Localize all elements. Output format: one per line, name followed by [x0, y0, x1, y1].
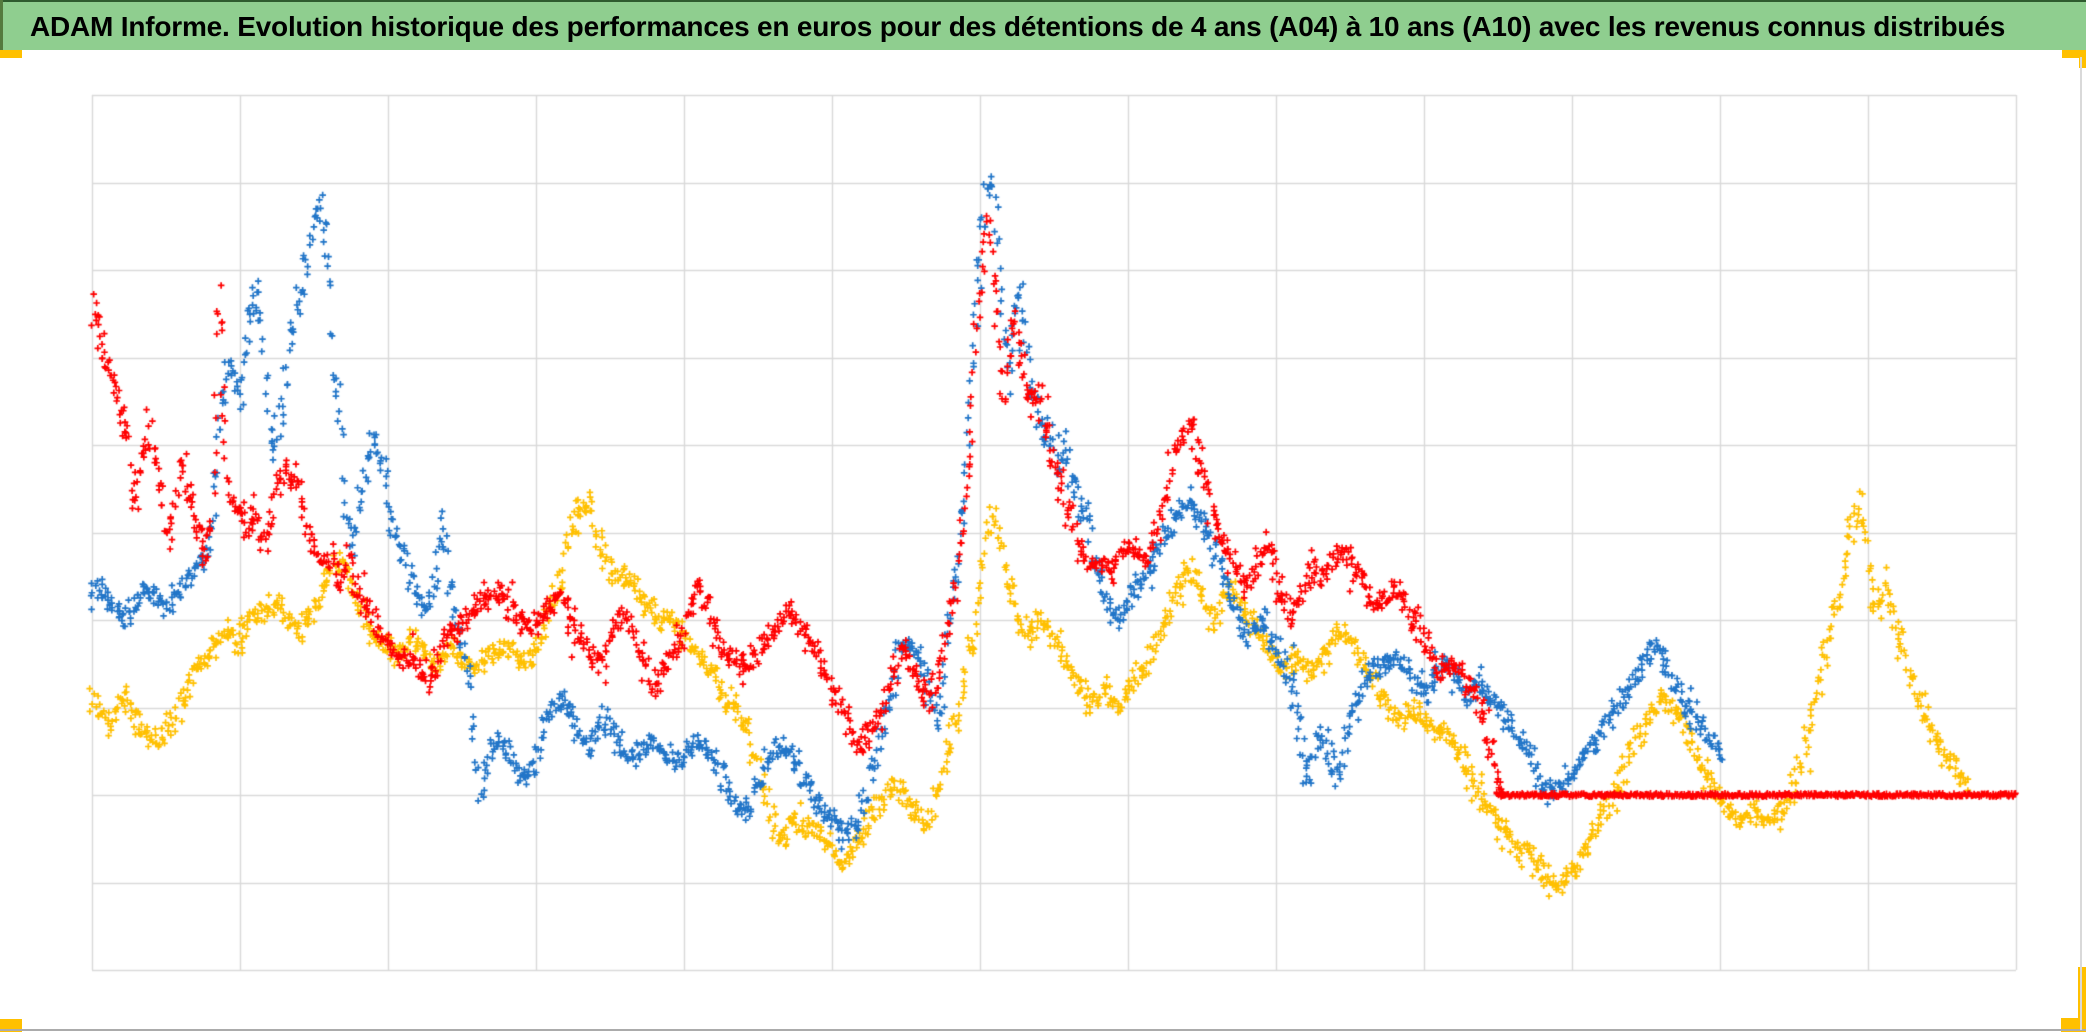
bottom-frame-line — [0, 1029, 2086, 1031]
corner-accent-top-left — [0, 50, 22, 58]
page-title: ADAM Informe. Evolution historique des p… — [30, 11, 2006, 42]
title-bar: ADAM Informe. Evolution historique des p… — [0, 0, 2086, 50]
corner-accent-bottom-left — [0, 1019, 22, 1032]
corner-accent-bottom-right-v — [2078, 967, 2086, 1030]
right-frame-line — [2080, 57, 2082, 1030]
corner-accent-bottom-right-h — [2061, 1018, 2086, 1032]
title-bar-left-edge — [0, 0, 3, 50]
corner-accent-top-right-h — [2062, 50, 2086, 58]
corner-accent-top-right-v — [2079, 50, 2086, 68]
